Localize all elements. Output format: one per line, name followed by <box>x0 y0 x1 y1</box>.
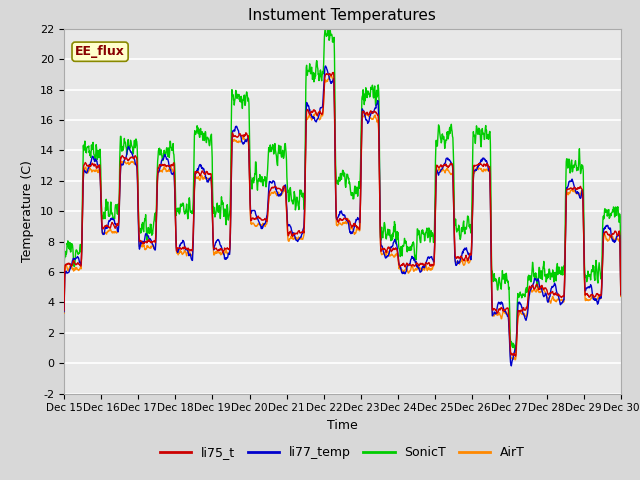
AirT <box>511 357 519 363</box>
li75_t <box>330 70 337 75</box>
li75_t <box>246 200 254 206</box>
SonicT <box>321 24 329 30</box>
Title: Instument Temperatures: Instument Temperatures <box>248 9 436 24</box>
Y-axis label: Temperature (C): Temperature (C) <box>22 160 35 262</box>
li77_temp <box>322 63 330 69</box>
li77_temp <box>184 248 191 254</box>
Line: SonicT: SonicT <box>64 27 621 352</box>
li77_temp <box>508 363 515 369</box>
SonicT <box>617 279 625 285</box>
li75_t <box>502 306 509 312</box>
AirT <box>246 203 254 209</box>
li75_t <box>617 292 625 298</box>
SonicT <box>60 296 68 302</box>
li75_t <box>60 307 68 313</box>
SonicT <box>246 169 254 175</box>
li77_temp <box>60 309 68 314</box>
SonicT <box>184 216 191 222</box>
li77_temp <box>617 292 625 298</box>
Line: AirT: AirT <box>64 74 621 360</box>
AirT <box>502 310 509 316</box>
li77_temp <box>170 174 178 180</box>
SonicT <box>512 349 520 355</box>
li75_t <box>184 247 191 252</box>
AirT <box>170 172 178 178</box>
Line: li77_temp: li77_temp <box>64 66 621 366</box>
SonicT <box>429 235 437 240</box>
li75_t <box>429 262 437 268</box>
X-axis label: Time: Time <box>327 419 358 432</box>
li75_t <box>552 290 559 296</box>
AirT <box>184 250 191 255</box>
li77_temp <box>502 310 509 315</box>
Legend: li75_t, li77_temp, SonicT, AirT: li75_t, li77_temp, SonicT, AirT <box>155 441 530 464</box>
li77_temp <box>429 257 437 263</box>
AirT <box>552 298 559 303</box>
AirT <box>60 311 68 316</box>
AirT <box>327 72 335 77</box>
li77_temp <box>552 282 559 288</box>
Text: EE_flux: EE_flux <box>75 45 125 58</box>
SonicT <box>502 271 509 277</box>
AirT <box>617 294 625 300</box>
Line: li75_t: li75_t <box>64 72 621 356</box>
SonicT <box>552 272 559 277</box>
SonicT <box>170 158 178 164</box>
li77_temp <box>246 196 254 202</box>
li75_t <box>512 353 520 359</box>
li75_t <box>170 166 178 172</box>
AirT <box>429 262 437 268</box>
